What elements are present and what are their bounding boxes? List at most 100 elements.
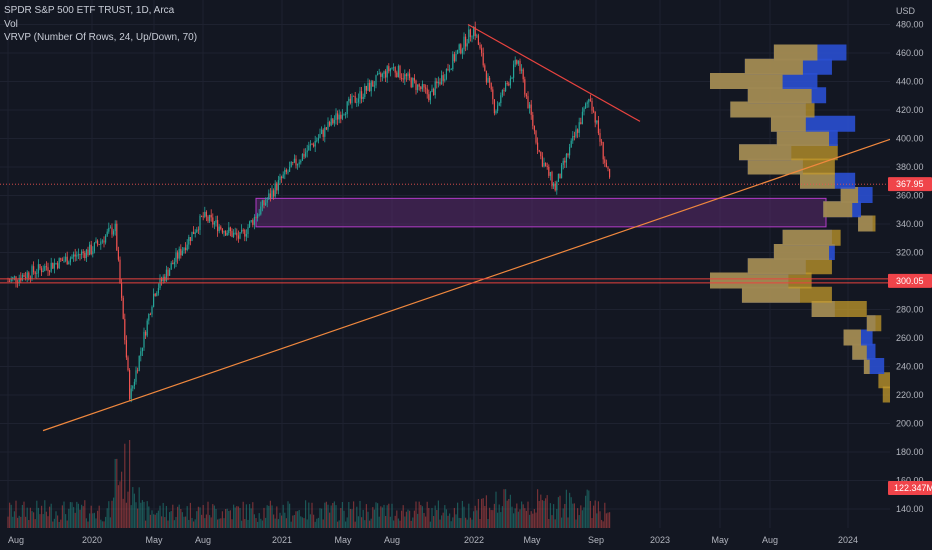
candle-body bbox=[602, 142, 604, 160]
volume-bar bbox=[145, 520, 147, 528]
volume-bar bbox=[577, 508, 579, 528]
candle-body bbox=[513, 64, 515, 78]
volume-bar bbox=[49, 506, 51, 528]
candle-body bbox=[498, 103, 500, 106]
candle-body bbox=[237, 235, 239, 239]
volume-bar bbox=[306, 519, 308, 528]
volume-bar bbox=[130, 505, 132, 528]
candle-body bbox=[569, 147, 571, 156]
candle-body bbox=[442, 75, 444, 81]
volume-bar bbox=[173, 520, 175, 528]
volume-bar bbox=[317, 517, 319, 528]
candle-body bbox=[426, 88, 428, 95]
candle-body bbox=[119, 259, 121, 284]
candle-body bbox=[226, 233, 228, 236]
time-tick-label: Aug bbox=[195, 535, 211, 545]
volume-bar bbox=[121, 471, 123, 528]
candle-body bbox=[61, 259, 63, 261]
candle-body bbox=[92, 251, 94, 255]
volume-bar bbox=[578, 515, 580, 528]
time-tick-label: May bbox=[334, 535, 352, 545]
volume-bar bbox=[285, 518, 287, 528]
profile-bar-down bbox=[747, 258, 832, 275]
volume-bar bbox=[245, 504, 247, 528]
volume-bar bbox=[503, 489, 505, 528]
candle-body bbox=[239, 232, 241, 239]
volume-bar bbox=[361, 517, 363, 528]
candle-body bbox=[228, 227, 230, 234]
candle-body bbox=[316, 140, 318, 142]
candle-body bbox=[583, 108, 585, 112]
volume-bar bbox=[53, 518, 55, 528]
candle-body bbox=[450, 69, 452, 70]
volume-bar bbox=[346, 517, 348, 528]
volume-bar bbox=[450, 521, 452, 528]
candle-body bbox=[297, 163, 299, 166]
volume-bar bbox=[138, 487, 140, 528]
volume-bar bbox=[426, 501, 428, 528]
candle-body bbox=[148, 314, 150, 321]
candle-body bbox=[295, 158, 297, 166]
profile-bar-down bbox=[770, 115, 806, 132]
candle-body bbox=[90, 244, 92, 255]
vrvp-indicator-label[interactable]: VRVP (Number Of Rows, 24, Up/Down, 70) bbox=[4, 32, 198, 43]
volume-bar bbox=[293, 515, 295, 528]
volume-bar bbox=[607, 512, 609, 528]
candle-body bbox=[509, 78, 511, 86]
profile-bar-down bbox=[747, 158, 835, 175]
volume-bar bbox=[263, 507, 265, 528]
candle-body bbox=[604, 159, 606, 163]
volume-bar bbox=[228, 510, 230, 528]
candle-body bbox=[105, 235, 107, 243]
candle-body bbox=[477, 35, 479, 45]
candle-body bbox=[189, 237, 191, 241]
candle-body bbox=[233, 232, 235, 237]
candle-body bbox=[369, 82, 371, 92]
candle-body bbox=[365, 85, 367, 91]
candle-body bbox=[68, 262, 70, 265]
time-tick-label: 2021 bbox=[272, 535, 292, 545]
candle-body bbox=[172, 263, 174, 265]
volume-bar bbox=[485, 495, 487, 528]
volume-bar bbox=[354, 521, 356, 528]
candle-body bbox=[525, 94, 527, 97]
volume-bar bbox=[89, 513, 91, 528]
price-tick-label: 160.00 bbox=[896, 476, 924, 486]
volume-bar bbox=[133, 493, 135, 528]
volume-bar bbox=[111, 500, 113, 528]
candle-body bbox=[135, 370, 137, 382]
candle-body bbox=[359, 91, 361, 99]
candle-body bbox=[95, 240, 97, 244]
candle-body bbox=[113, 231, 115, 235]
volume-bar bbox=[377, 503, 379, 528]
candle-body bbox=[89, 244, 91, 255]
drawn-lines[interactable] bbox=[0, 23, 931, 432]
candle-body bbox=[495, 110, 497, 114]
candle-body bbox=[572, 136, 574, 141]
volume-bar bbox=[37, 507, 39, 528]
candle-body bbox=[156, 293, 158, 296]
time-axis[interactable]: Aug 2020 May Aug 2021 May Aug 2022 May Sep 2023 May… bbox=[0, 530, 932, 550]
volume-bar bbox=[452, 517, 454, 528]
candle-body bbox=[55, 263, 57, 264]
candle-body bbox=[501, 90, 503, 96]
volume-indicator-label[interactable]: Vol bbox=[4, 18, 18, 30]
volume-bar bbox=[327, 504, 329, 528]
candle-body bbox=[559, 173, 561, 179]
candle-body bbox=[533, 125, 535, 131]
candle-body bbox=[538, 149, 540, 152]
time-tick-label: 2020 bbox=[82, 535, 102, 545]
volume-bar bbox=[509, 494, 511, 528]
price-zone-rectangle[interactable] bbox=[255, 197, 827, 228]
volume-bar bbox=[442, 512, 444, 528]
candle-body bbox=[244, 230, 246, 237]
symbol-title[interactable]: SPDR S&P 500 ETF TRUST, 1D, Arca bbox=[4, 5, 175, 16]
volume-bar bbox=[332, 502, 334, 528]
volume-bar bbox=[597, 501, 599, 528]
profile-bar-down bbox=[710, 272, 812, 289]
volume-bar bbox=[500, 512, 502, 528]
volume-bar bbox=[97, 510, 99, 528]
volume-bar bbox=[359, 500, 361, 528]
volume-bar bbox=[50, 503, 52, 528]
